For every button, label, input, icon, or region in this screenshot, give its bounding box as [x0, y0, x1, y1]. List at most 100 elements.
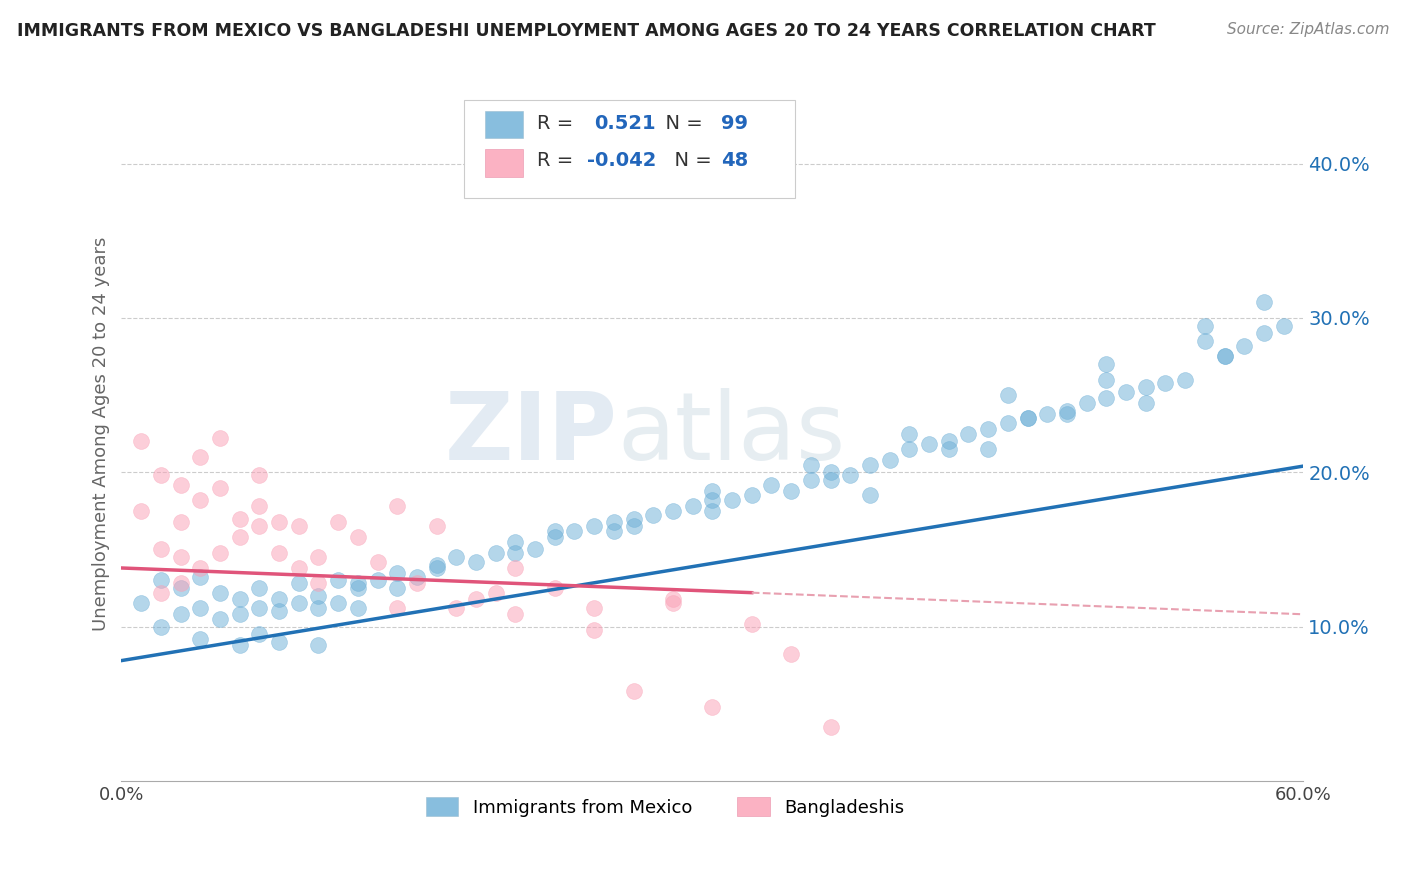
Point [1213, 350, 1236, 364]
Point [780, 648, 803, 662]
Point [721, 493, 744, 508]
Point [938, 442, 960, 456]
Point [208, 481, 231, 495]
Point [188, 450, 211, 464]
Point [544, 524, 567, 538]
Point [149, 620, 172, 634]
Text: atlas: atlas [617, 388, 846, 480]
Point [859, 488, 882, 502]
Point [287, 597, 309, 611]
Point [583, 601, 606, 615]
Point [247, 500, 270, 514]
Point [702, 504, 724, 518]
Point [247, 627, 270, 641]
Text: N =: N = [654, 113, 709, 133]
Point [1253, 295, 1275, 310]
Point [1194, 334, 1216, 348]
Point [446, 601, 468, 615]
Point [662, 591, 685, 606]
Point [387, 500, 409, 514]
Point [957, 426, 980, 441]
Point [1056, 403, 1078, 417]
Bar [485, 149, 523, 177]
Y-axis label: Unemployment Among Ages 20 to 24 years: Unemployment Among Ages 20 to 24 years [93, 236, 110, 631]
Text: -0.042: -0.042 [588, 151, 657, 170]
Point [366, 555, 388, 569]
Point [149, 585, 172, 599]
Point [387, 581, 409, 595]
Point [287, 561, 309, 575]
Point [544, 581, 567, 595]
Point [485, 545, 508, 559]
Point [208, 431, 231, 445]
Point [188, 493, 211, 508]
Point [267, 635, 290, 649]
Point [247, 519, 270, 533]
Point [1174, 373, 1197, 387]
Point [1017, 411, 1039, 425]
Point [1115, 384, 1137, 399]
Point [129, 434, 152, 449]
Point [623, 511, 645, 525]
Point [387, 566, 409, 580]
Point [149, 574, 172, 588]
Point [505, 607, 527, 622]
Point [1017, 411, 1039, 425]
Point [544, 530, 567, 544]
Point [387, 601, 409, 615]
Point [741, 488, 763, 502]
Point [879, 453, 901, 467]
Point [662, 597, 685, 611]
Point [702, 493, 724, 508]
Point [820, 465, 842, 479]
Point [898, 426, 921, 441]
Point [800, 473, 823, 487]
Point [247, 601, 270, 615]
Point [188, 561, 211, 575]
Point [839, 468, 862, 483]
Point [247, 581, 270, 595]
Point [524, 542, 547, 557]
Point [1135, 380, 1157, 394]
Point [643, 508, 665, 523]
Point [1076, 396, 1098, 410]
Bar [485, 111, 523, 138]
Text: N =: N = [662, 151, 717, 170]
Point [247, 468, 270, 483]
Point [287, 576, 309, 591]
Point [800, 458, 823, 472]
Point [346, 601, 368, 615]
Point [603, 524, 626, 538]
Point [662, 504, 685, 518]
Point [326, 597, 349, 611]
Point [307, 638, 329, 652]
Point [780, 483, 803, 498]
Point [938, 434, 960, 449]
Point [583, 519, 606, 533]
Point [485, 585, 508, 599]
Point [977, 422, 1000, 436]
Point [346, 576, 368, 591]
Point [307, 601, 329, 615]
Point [1194, 318, 1216, 333]
Point [346, 581, 368, 595]
Point [1095, 391, 1118, 405]
Point [1036, 407, 1059, 421]
Point [426, 519, 449, 533]
Point [208, 545, 231, 559]
Point [505, 545, 527, 559]
Point [603, 515, 626, 529]
Point [129, 504, 152, 518]
FancyBboxPatch shape [464, 100, 796, 197]
Point [898, 442, 921, 456]
Point [1233, 339, 1256, 353]
Text: ZIP: ZIP [444, 388, 617, 480]
Point [406, 570, 429, 584]
Point [820, 473, 842, 487]
Point [169, 515, 191, 529]
Point [505, 534, 527, 549]
Point [465, 555, 488, 569]
Point [149, 468, 172, 483]
Point [149, 542, 172, 557]
Point [208, 612, 231, 626]
